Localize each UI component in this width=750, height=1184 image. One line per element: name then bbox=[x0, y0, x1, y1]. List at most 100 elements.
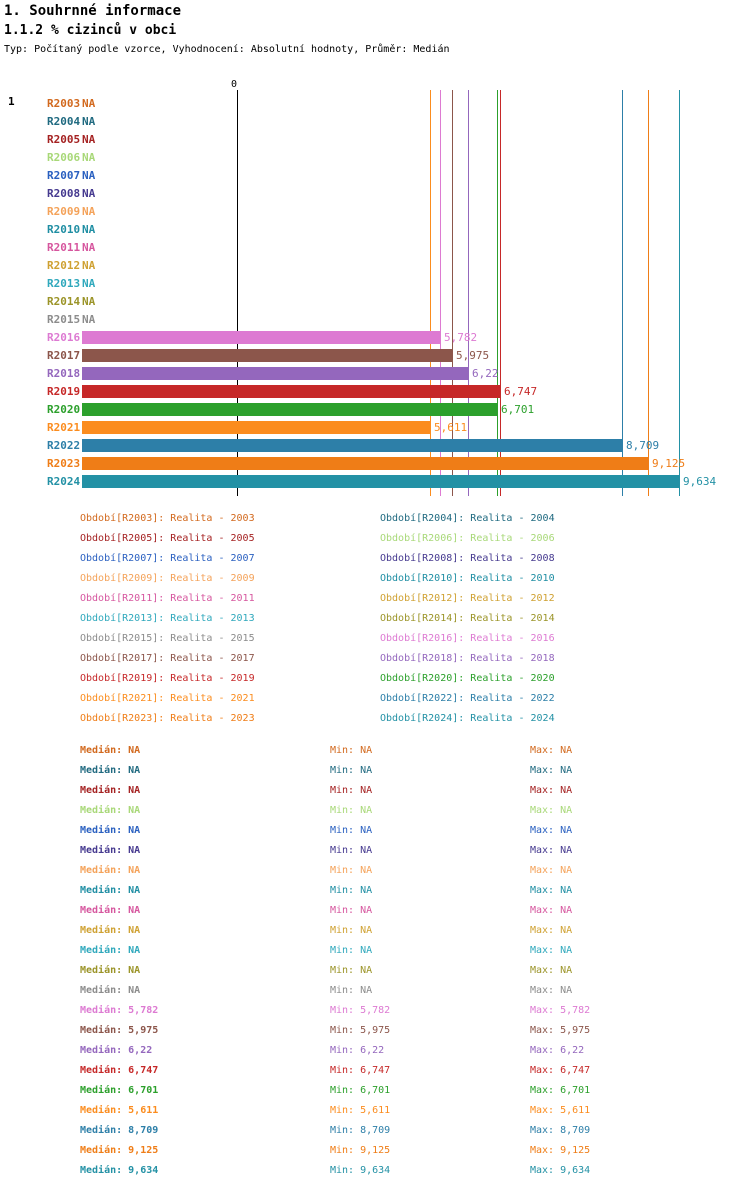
stat-max: Max: NA bbox=[530, 864, 573, 876]
na-value: NA bbox=[82, 186, 96, 200]
chart-row-r2024: R2024 9,634 bbox=[0, 472, 750, 490]
stat-median: Medián: 8,709 bbox=[80, 1124, 159, 1136]
category-label: R2008 bbox=[47, 186, 81, 200]
legend-item-r2016: Období[R2016]: Realita - 2016 bbox=[380, 632, 555, 644]
stat-max: Max: NA bbox=[530, 984, 573, 996]
chart-row-r2013: R2013 NA bbox=[0, 274, 750, 292]
stats-row-r2005: Medián: NA Min: NA Max: NA bbox=[0, 780, 750, 800]
na-value: NA bbox=[82, 132, 96, 146]
legend-row: Období[R2015]: Realita - 2015 Období[R201… bbox=[0, 628, 750, 648]
stat-max: Max: NA bbox=[530, 804, 573, 816]
stats-row-r2004: Medián: NA Min: NA Max: NA bbox=[0, 760, 750, 780]
stat-max: Max: 5,975 bbox=[530, 1024, 591, 1036]
stat-max: Max: NA bbox=[530, 964, 573, 976]
guide-line-r2022 bbox=[622, 90, 623, 496]
category-label: R2007 bbox=[47, 168, 81, 182]
stat-max: Max: NA bbox=[530, 884, 573, 896]
bar-r2024 bbox=[82, 474, 679, 488]
stat-min: Min: NA bbox=[330, 984, 373, 996]
stat-max: Max: 8,709 bbox=[530, 1124, 591, 1136]
chart-row-r2007: R2007 NA bbox=[0, 166, 750, 184]
stat-median: Medián: NA bbox=[80, 924, 141, 936]
legend-item-r2015: Období[R2015]: Realita - 2015 bbox=[80, 632, 255, 644]
na-value: NA bbox=[82, 276, 96, 290]
chart-row-r2015: R2015 NA bbox=[0, 310, 750, 328]
stat-median: Medián: 9,125 bbox=[80, 1144, 159, 1156]
bar-r2017 bbox=[82, 348, 452, 362]
stat-min: Min: 6,701 bbox=[330, 1084, 391, 1096]
stat-max: Max: NA bbox=[530, 744, 573, 756]
stat-max: Max: 9,634 bbox=[530, 1164, 591, 1176]
category-label: R2021 bbox=[47, 420, 81, 434]
bar-r2022 bbox=[82, 438, 622, 452]
category-label: R2023 bbox=[47, 456, 81, 470]
category-label: R2003 bbox=[47, 96, 81, 110]
category-label: R2015 bbox=[47, 312, 81, 326]
bar-value-label: 5,975 bbox=[456, 348, 490, 362]
stat-median: Medián: 6,701 bbox=[80, 1084, 159, 1096]
stat-min: Min: 6,22 bbox=[330, 1044, 385, 1056]
legend-item-r2018: Období[R2018]: Realita - 2018 bbox=[380, 652, 555, 664]
na-value: NA bbox=[82, 150, 96, 164]
section-title: 1.1.2 % cizinců v obci bbox=[4, 23, 177, 38]
legend-item-r2007: Období[R2007]: Realita - 2007 bbox=[80, 552, 255, 564]
bar-value-label: 5,782 bbox=[444, 330, 478, 344]
legend-item-r2012: Období[R2012]: Realita - 2012 bbox=[380, 592, 555, 604]
category-label: R2018 bbox=[47, 366, 81, 380]
na-value: NA bbox=[82, 258, 96, 272]
stat-min: Min: NA bbox=[330, 864, 373, 876]
chart-row-r2010: R2010 NA bbox=[0, 220, 750, 238]
stat-max: Max: 6,701 bbox=[530, 1084, 591, 1096]
na-value: NA bbox=[82, 168, 96, 182]
category-label: R2024 bbox=[47, 474, 81, 488]
category-label: R2019 bbox=[47, 384, 81, 398]
stat-median: Medián: 5,782 bbox=[80, 1004, 159, 1016]
legend-item-r2006: Období[R2006]: Realita - 2006 bbox=[380, 532, 555, 544]
stat-median: Medián: NA bbox=[80, 864, 141, 876]
stats-row-r2016: Medián: 5,782 Min: 5,782 Max: 5,782 bbox=[0, 1000, 750, 1020]
category-label: R2009 bbox=[47, 204, 81, 218]
bar-value-label: 6,701 bbox=[501, 402, 535, 416]
stat-min: Min: 5,782 bbox=[330, 1004, 391, 1016]
category-label: R2006 bbox=[47, 150, 81, 164]
stat-median: Medián: NA bbox=[80, 804, 141, 816]
legend-item-r2010: Období[R2010]: Realita - 2010 bbox=[380, 572, 555, 584]
guide-line-r2023 bbox=[648, 90, 649, 496]
stat-median: Medián: 6,22 bbox=[80, 1044, 153, 1056]
category-label: R2004 bbox=[47, 114, 81, 128]
stat-max: Max: NA bbox=[530, 844, 573, 856]
legend-row: Období[R2005]: Realita - 2005 Období[R200… bbox=[0, 528, 750, 548]
stat-max: Max: NA bbox=[530, 824, 573, 836]
bar-value-label: 5,611 bbox=[434, 420, 468, 434]
stat-min: Min: 9,634 bbox=[330, 1164, 391, 1176]
stat-max: Max: NA bbox=[530, 764, 573, 776]
stats-row-r2013: Medián: NA Min: NA Max: NA bbox=[0, 940, 750, 960]
category-label: R2020 bbox=[47, 402, 81, 416]
category-label: R2012 bbox=[47, 258, 81, 272]
stats-row-r2022: Medián: 8,709 Min: 8,709 Max: 8,709 bbox=[0, 1120, 750, 1140]
stat-max: Max: NA bbox=[530, 944, 573, 956]
stat-max: Max: NA bbox=[530, 924, 573, 936]
stats-row-r2023: Medián: 9,125 Min: 9,125 Max: 9,125 bbox=[0, 1140, 750, 1160]
row-index-marker: 1 bbox=[8, 95, 15, 108]
chart-row-r2021: R2021 5,611 bbox=[0, 418, 750, 436]
report-meta: Typ: Počítaný podle vzorce, Vyhodnocení:… bbox=[4, 44, 450, 55]
stats-row-r2003: Medián: NA Min: NA Max: NA bbox=[0, 740, 750, 760]
stats-row-r2008: Medián: NA Min: NA Max: NA bbox=[0, 840, 750, 860]
bar-r2021 bbox=[82, 420, 430, 434]
legend-item-r2020: Období[R2020]: Realita - 2020 bbox=[380, 672, 555, 684]
category-label: R2011 bbox=[47, 240, 81, 254]
guide-line-r2017 bbox=[452, 90, 453, 496]
bar-value-label: 6,22 bbox=[472, 366, 499, 380]
stats-row-r2018: Medián: 6,22 Min: 6,22 Max: 6,22 bbox=[0, 1040, 750, 1060]
legend-row: Období[R2009]: Realita - 2009 Období[R201… bbox=[0, 568, 750, 588]
legend-row: Období[R2007]: Realita - 2007 Období[R200… bbox=[0, 548, 750, 568]
stats-row-r2012: Medián: NA Min: NA Max: NA bbox=[0, 920, 750, 940]
stat-min: Min: NA bbox=[330, 884, 373, 896]
legend: Období[R2003]: Realita - 2003 Období[R200… bbox=[0, 508, 750, 728]
bar-value-label: 8,709 bbox=[626, 438, 660, 452]
legend-item-r2019: Období[R2019]: Realita - 2019 bbox=[80, 672, 255, 684]
stat-median: Medián: NA bbox=[80, 984, 141, 996]
report-title: 1. Souhrnné informace bbox=[4, 3, 182, 19]
stat-median: Medián: 9,634 bbox=[80, 1164, 159, 1176]
